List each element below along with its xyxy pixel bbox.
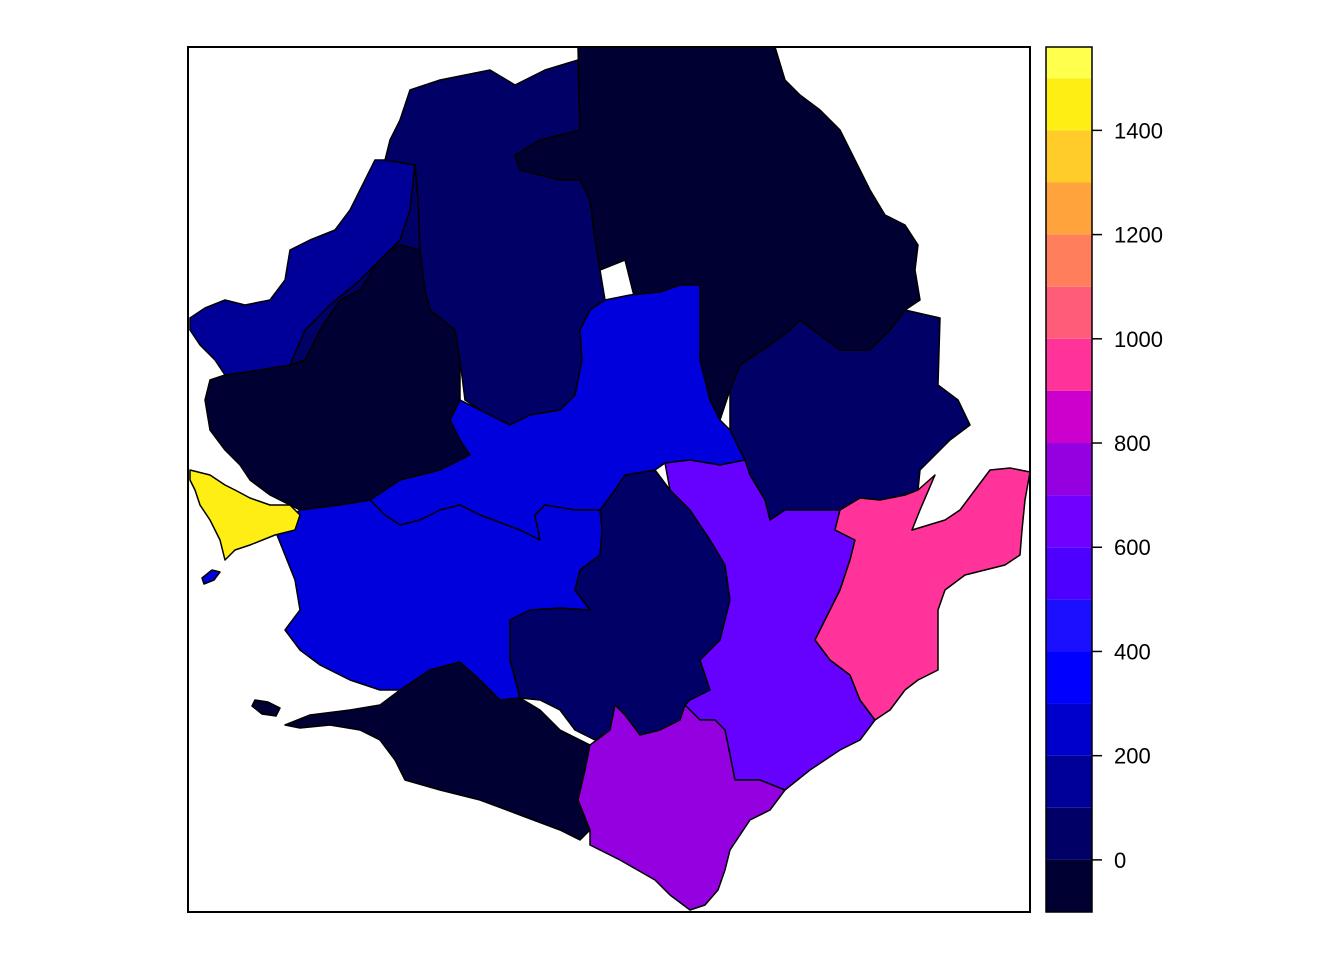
colorbar-tick-label: 1000 [1114,327,1163,352]
colorbar-bin [1046,547,1092,600]
colorbar-bin [1046,390,1092,444]
colorbar-tick-label: 200 [1114,744,1151,769]
colorbar-tick-label: 600 [1114,535,1151,560]
colorbar-bin [1046,859,1092,912]
colorbar: 0 200 400 600 800 1000 1200 1400 [1045,46,1163,913]
region-western-peninsula [189,469,301,561]
colorbar-bin [1046,47,1092,79]
map-regions [189,46,1031,911]
colorbar-frame [1045,46,1093,913]
colorbar-bin [1046,807,1092,860]
colorbar-bin [1046,338,1092,391]
region-south [577,704,786,911]
region-southwest [274,499,603,701]
region-far-southeast [814,467,1031,721]
colorbar-bin [1046,78,1092,131]
colorbar-bin [1046,182,1092,235]
island-south [201,569,221,585]
colorbar-tick-label: 1200 [1114,223,1163,248]
colorbar-tick-label: 800 [1114,431,1151,456]
colorbar-tick-label: 400 [1114,639,1151,664]
colorbar-tick-label: 1400 [1114,118,1163,143]
colorbar-bin [1046,443,1092,496]
colorbar-bin [1046,599,1092,652]
colorbar-bin [1046,130,1092,183]
colorbar-bins [1046,47,1092,912]
colorbar-bin [1046,286,1092,339]
colorbar-bin [1046,755,1092,808]
colorbar-bin [1046,703,1092,756]
region-southeast [664,459,876,791]
colorbar-tick-label: 0 [1114,848,1126,873]
colorbar-bin [1046,495,1092,548]
colorbar-bin [1046,651,1092,704]
colorbar-ticks: 0 200 400 600 800 1000 1200 1400 [1092,118,1163,873]
colorbar-bin [1046,234,1092,287]
region-far-northwest [189,159,416,376]
island-west [251,699,281,717]
